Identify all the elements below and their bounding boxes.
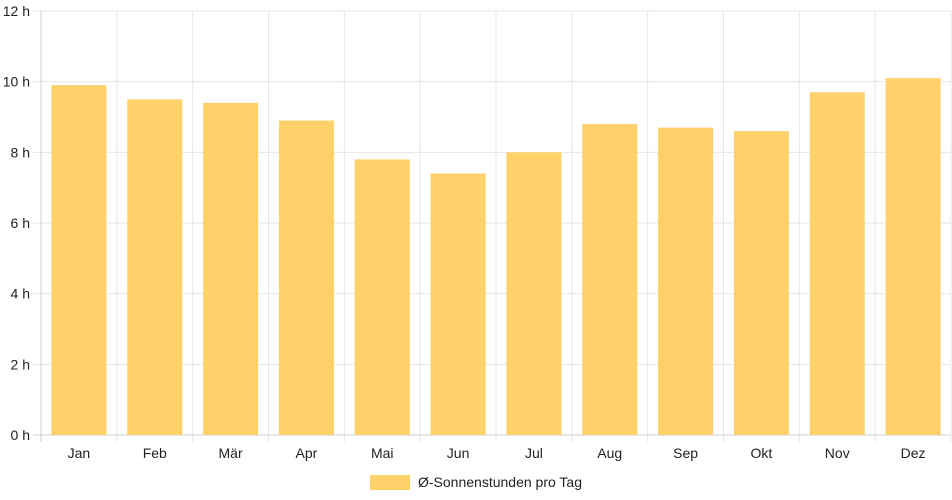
x-tick-label: Mär (219, 445, 243, 461)
bar-sep[interactable] (658, 127, 714, 435)
chart-bars (51, 78, 941, 436)
bar-nov[interactable] (809, 92, 865, 436)
y-tick-label: 6 h (11, 215, 30, 231)
legend-label: Ø-Sonnenstunden pro Tag (418, 474, 582, 490)
bar-jan[interactable] (51, 85, 107, 435)
x-tick-label: Feb (143, 445, 167, 461)
bar-mär[interactable] (203, 102, 259, 435)
x-tick-label: Mai (371, 445, 394, 461)
bar-aug[interactable] (582, 124, 638, 436)
bar-okt[interactable] (733, 131, 789, 435)
y-tick-label: 8 h (11, 144, 30, 160)
x-tick-label: Apr (296, 445, 318, 461)
x-tick-label: Okt (751, 445, 773, 461)
y-tick-label: 12 h (3, 3, 30, 19)
bar-feb[interactable] (127, 99, 183, 435)
y-tick-label: 0 h (11, 427, 30, 443)
y-tick-label: 4 h (11, 286, 30, 302)
x-tick-label: Dez (901, 445, 926, 461)
x-axis: Jan Feb Mär Apr Mai Jun Jul Aug Sep Okt Nov Dez (68, 445, 926, 461)
bar-apr[interactable] (278, 120, 334, 436)
x-tick-label: Jan (68, 445, 91, 461)
y-tick-label: 10 h (3, 74, 30, 90)
bar-dez[interactable] (885, 78, 941, 435)
x-tick-label: Sep (673, 445, 698, 461)
chart-grid (33, 10, 952, 442)
chart-legend[interactable]: Ø-Sonnenstunden pro Tag (370, 474, 582, 490)
y-axis: 0 h 2 h 4 h 6 h 8 h 10 h 12 h (3, 3, 30, 443)
legend-swatch (370, 475, 410, 490)
x-tick-label: Nov (825, 445, 850, 461)
x-tick-label: Jul (525, 445, 543, 461)
y-tick-label: 2 h (11, 356, 30, 372)
x-tick-label: Aug (597, 445, 622, 461)
x-tick-label: Jun (447, 445, 470, 461)
bar-jun[interactable] (430, 173, 486, 436)
bar-jul[interactable] (506, 152, 562, 436)
bar-mai[interactable] (354, 159, 410, 435)
